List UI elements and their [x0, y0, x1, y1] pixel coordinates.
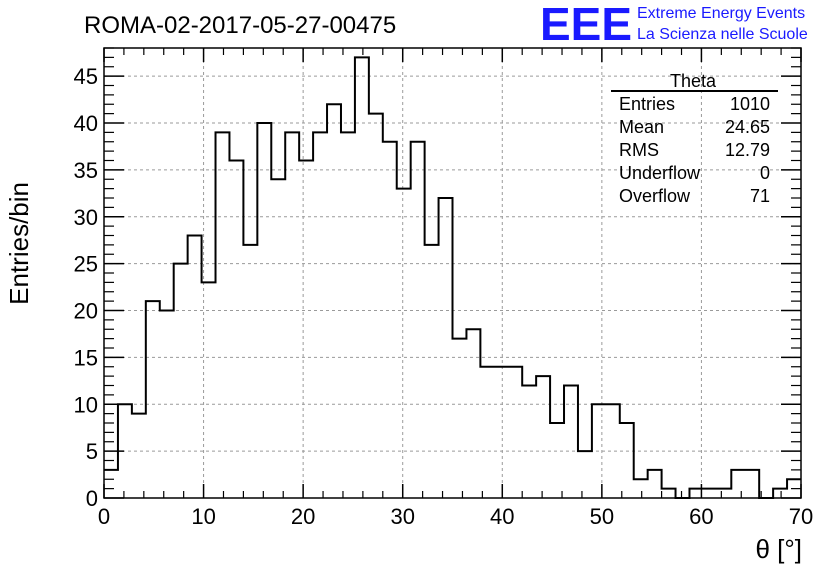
x-tick-label: 0 — [98, 504, 110, 529]
x-axis-label: θ [°] — [755, 534, 802, 564]
y-tick-label: 25 — [74, 252, 98, 277]
axis-ticks — [103, 47, 802, 499]
x-tick-label: 30 — [390, 504, 414, 529]
y-tick-label: 35 — [74, 158, 98, 183]
y-tick-label: 15 — [74, 345, 98, 370]
y-tick-label: 30 — [74, 205, 98, 230]
stats-label-rms: RMS — [619, 140, 659, 160]
logo-line-1: Extreme Energy Events — [637, 5, 805, 22]
y-axis-label: Entries/bin — [4, 182, 34, 305]
y-tick-label: 40 — [74, 111, 98, 136]
stats-value-overflow: 71 — [750, 186, 770, 206]
y-tick-labels: 0 5 10 15 20 25 30 35 40 45 — [74, 64, 98, 511]
logo-line-2: La Scienza nelle Scuole — [637, 26, 808, 43]
stats-box: Theta Entries 1010 Mean 24.65 RMS 12.79 … — [611, 71, 778, 206]
y-tick-label: 0 — [86, 486, 98, 511]
stats-value-underflow: 0 — [760, 163, 770, 183]
histogram-series — [104, 56, 801, 499]
stats-value-mean: 24.65 — [725, 117, 770, 137]
stats-value-entries: 1010 — [730, 94, 770, 114]
logo-mark: EEE — [540, 0, 632, 50]
stats-value-rms: 12.79 — [725, 140, 770, 160]
y-tick-label: 20 — [74, 299, 98, 324]
x-tick-label: 10 — [191, 504, 215, 529]
x-tick-label: 20 — [291, 504, 315, 529]
stats-label-overflow: Overflow — [619, 186, 691, 206]
stats-label-underflow: Underflow — [619, 163, 701, 183]
stats-title: Theta — [670, 71, 717, 91]
x-tick-label: 70 — [789, 504, 813, 529]
x-tick-label: 50 — [590, 504, 614, 529]
eee-logo: EEE Extreme Energy Events La Scienza nel… — [540, 0, 808, 50]
y-tick-label: 45 — [74, 64, 98, 89]
y-tick-label: 5 — [86, 439, 98, 464]
y-tick-label: 10 — [74, 392, 98, 417]
stats-label-entries: Entries — [619, 94, 675, 114]
stats-label-mean: Mean — [619, 117, 664, 137]
x-tick-labels: 0 10 20 30 40 50 60 70 — [98, 504, 813, 529]
chart-title: ROMA-02-2017-05-27-00475 — [84, 12, 396, 39]
x-tick-label: 60 — [689, 504, 713, 529]
x-tick-label: 40 — [490, 504, 514, 529]
